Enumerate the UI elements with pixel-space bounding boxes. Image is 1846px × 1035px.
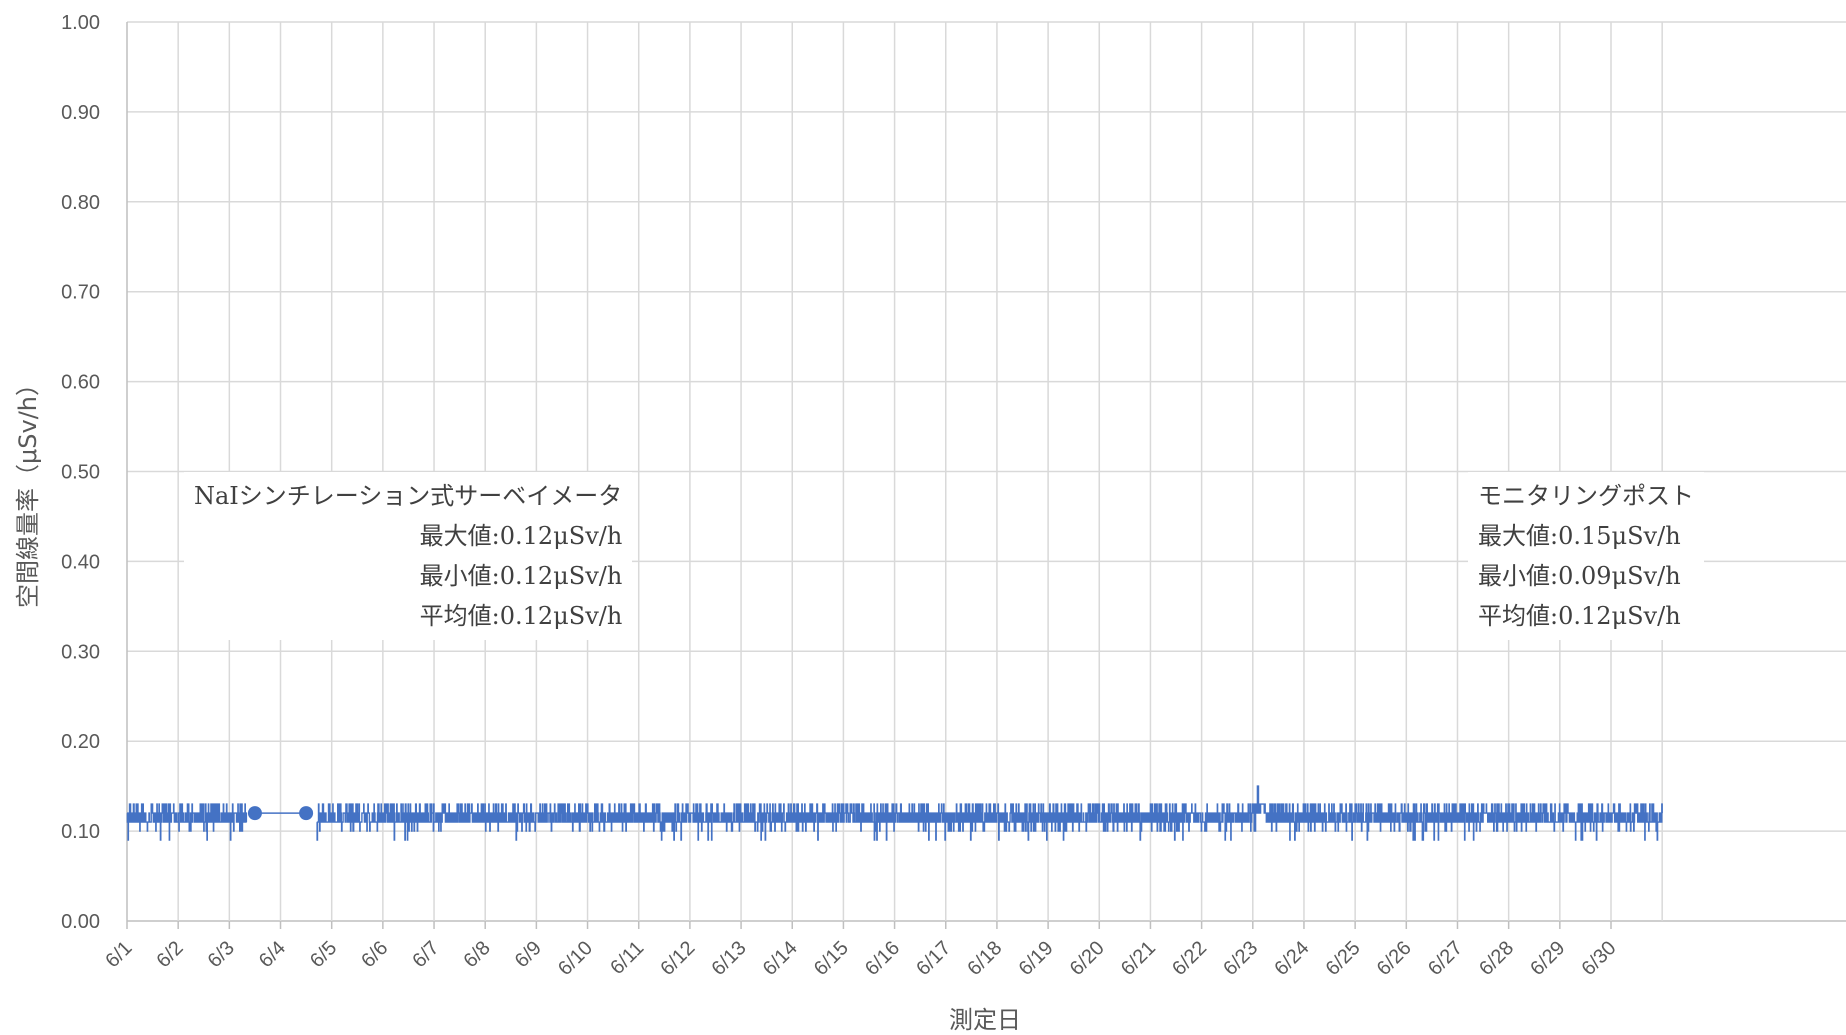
- x-tick-label: 6/17: [912, 937, 955, 980]
- nai-annotation-title: NaIシンチレーション式サーベイメータ: [194, 482, 623, 510]
- x-tick-label: 6/23: [1219, 937, 1262, 980]
- mp-annotation-min: 最小値:0.09μSv/h: [1478, 562, 1681, 590]
- mp-annotation-avg: 平均値:0.12μSv/h: [1478, 602, 1681, 630]
- x-tick-label: 6/1: [101, 937, 136, 972]
- nai-annotation: NaIシンチレーション式サーベイメータ 最大値:0.12μSv/h 最小値:0.…: [184, 472, 633, 640]
- y-tick-label: 0.20: [61, 731, 100, 753]
- monitoring-post-trace: [126, 803, 248, 841]
- x-tick-label: 6/26: [1373, 937, 1416, 980]
- x-tick-label: 6/30: [1577, 937, 1620, 980]
- y-tick-label: 0.60: [61, 372, 100, 394]
- y-tick-label: 1.00: [61, 12, 100, 34]
- nai-annotation-max: 最大値:0.12μSv/h: [419, 522, 623, 550]
- y-tick-label: 0.70: [61, 282, 100, 304]
- x-tick-label: 6/13: [708, 937, 751, 980]
- nai-data-point: [247, 806, 262, 821]
- x-tick-label: 6/19: [1015, 937, 1058, 980]
- x-tick-label: 6/27: [1424, 937, 1467, 980]
- x-tick-label: 6/4: [255, 937, 290, 972]
- x-tick-label: 6/7: [408, 937, 443, 972]
- y-tick-label: 0.30: [61, 641, 100, 663]
- x-tick-label: 6/10: [554, 937, 597, 980]
- mp-annotation-max: 最大値:0.15μSv/h: [1478, 522, 1681, 550]
- x-tick-label: 6/2: [152, 937, 187, 972]
- x-tick-label: 6/8: [460, 937, 495, 972]
- x-tick-label: 6/18: [963, 937, 1006, 980]
- x-tick-label: 6/21: [1117, 937, 1160, 980]
- x-tick-label: 6/24: [1270, 937, 1313, 980]
- series-layer: [126, 785, 1663, 841]
- x-tick-label: 6/22: [1168, 937, 1211, 980]
- x-tick-label: 6/25: [1322, 937, 1365, 980]
- x-tick-label: 6/15: [810, 937, 853, 980]
- x-tick-label: 6/28: [1475, 937, 1518, 980]
- nai-annotation-min: 最小値:0.12μSv/h: [419, 562, 623, 590]
- y-tick-label: 0.10: [61, 821, 100, 843]
- mp-annotation-title: モニタリングポスト: [1478, 482, 1694, 510]
- y-axis-ticks: 0.00 0.10 0.20 0.30 0.40 0.50 0.60 0.70 0.80 0.90…: [61, 12, 100, 933]
- x-tick-label: 6/11: [606, 937, 648, 979]
- x-tick-label: 6/3: [204, 937, 239, 972]
- x-axis-title: 測定日: [949, 1006, 1021, 1034]
- y-tick-label: 0.40: [61, 551, 100, 573]
- x-tick-label: 6/14: [759, 937, 802, 980]
- nai-annotation-avg: 平均値:0.12μSv/h: [419, 602, 623, 630]
- x-tick-label: 6/20: [1066, 937, 1109, 980]
- x-tick-label: 6/16: [861, 937, 904, 980]
- monitoring-post-annotation: モニタリングポスト 最大値:0.15μSv/h 最小値:0.09μSv/h 平均…: [1468, 472, 1704, 640]
- x-tick-label: 6/5: [306, 937, 341, 972]
- nai-data-point: [299, 806, 314, 821]
- y-tick-label: 0.00: [61, 911, 100, 933]
- y-tick-label: 0.80: [61, 192, 100, 214]
- x-tick-label: 6/9: [511, 937, 546, 972]
- x-tick-label: 6/6: [357, 937, 392, 972]
- y-axis-title: 空間線量率（μSv/h）: [14, 372, 42, 608]
- x-axis-ticks: 6/1 6/2 6/3 6/4 6/5 6/6 6/7 6/8 6/9 6/10 6/11 6/12 6…: [101, 937, 1620, 980]
- y-tick-label: 0.50: [61, 462, 100, 484]
- y-tick-label: 0.90: [61, 102, 100, 124]
- x-tick-label: 6/12: [656, 937, 699, 980]
- gridlines: [126, 21, 1846, 929]
- x-tick-label: 6/29: [1526, 937, 1569, 980]
- monitoring-post-trace: [316, 785, 1663, 841]
